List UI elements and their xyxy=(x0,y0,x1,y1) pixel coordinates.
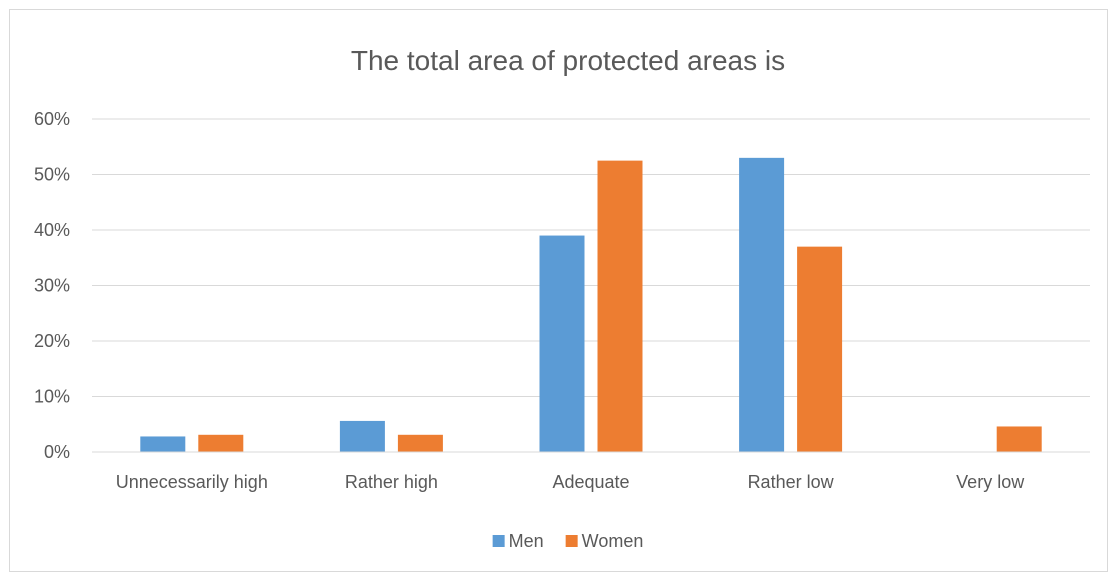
legend-swatch xyxy=(565,535,578,547)
x-tick-label: Unnecessarily high xyxy=(116,472,268,492)
bar-women xyxy=(397,434,443,452)
y-axis-ticks: 0% 10% 20% 30% 40% 50% 60% xyxy=(34,109,70,462)
x-tick-label: Very low xyxy=(956,472,1025,492)
bar-men xyxy=(539,235,585,452)
legend-label: Men xyxy=(509,531,544,551)
bar-women xyxy=(996,426,1042,452)
bar-women xyxy=(198,434,244,452)
x-tick-label: Adequate xyxy=(552,472,629,492)
y-tick-label: 20% xyxy=(34,331,70,351)
y-tick-label: 0% xyxy=(44,442,70,462)
y-tick-label: 40% xyxy=(34,220,70,240)
y-tick-label: 30% xyxy=(34,276,70,296)
bar-men xyxy=(739,157,785,452)
bar-men xyxy=(140,436,186,452)
y-tick-label: 50% xyxy=(34,165,70,185)
gridlines xyxy=(92,118,1090,397)
legend-label: Women xyxy=(582,531,644,551)
legend-swatch xyxy=(492,535,505,547)
bars xyxy=(140,157,1042,452)
y-tick-label: 10% xyxy=(34,387,70,407)
x-axis-ticks: Unnecessarily high Rather high Adequate Rat… xyxy=(116,472,1025,492)
legend: Men Women xyxy=(492,531,644,551)
chart-title: The total area of protected areas is xyxy=(351,45,785,76)
y-tick-label: 60% xyxy=(34,109,70,129)
x-tick-label: Rather low xyxy=(748,472,835,492)
bar-women xyxy=(797,246,843,452)
x-tick-label: Rather high xyxy=(345,472,438,492)
bar-women xyxy=(597,160,643,452)
bar-men xyxy=(339,420,385,452)
